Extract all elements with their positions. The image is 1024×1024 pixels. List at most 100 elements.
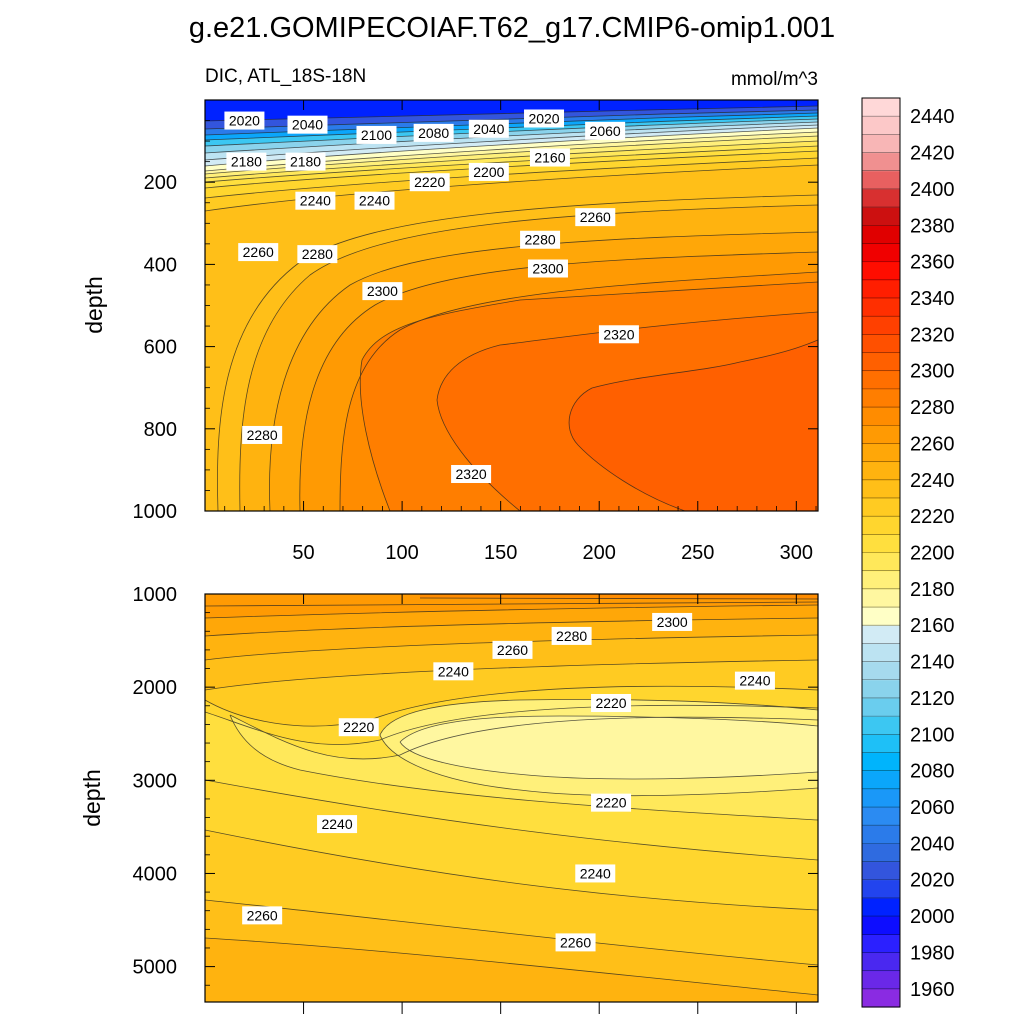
top-contour-label-text: 2300: [367, 283, 398, 299]
colorbar-swatch: [862, 697, 900, 717]
colorbar-swatch: [862, 243, 900, 263]
top-contour-label-box: [356, 125, 397, 144]
top-contour-label: 2020: [224, 111, 265, 130]
colorbar-swatch: [862, 607, 900, 626]
top-contour-label-text: 2280: [247, 427, 278, 443]
colorbar-swatch: [862, 988, 900, 1008]
top-contour-label-box: [287, 115, 328, 134]
top-y-tick-label: 800: [144, 419, 177, 441]
bottom-contour-label: 2260: [555, 933, 596, 952]
top-contour-label: 2280: [520, 230, 561, 249]
bottom-contour-label: 2240: [575, 864, 616, 883]
bottom-contour-label-box: [591, 793, 632, 812]
top-contour-label-text: 2040: [473, 121, 504, 137]
colorbar-swatch: [862, 370, 900, 390]
colorbar-swatch: [862, 825, 900, 844]
bottom-contour-label-text: 2300: [657, 614, 688, 630]
bottom-contour-label-text: 2240: [739, 673, 770, 689]
top-band-2330: [569, 340, 818, 511]
colorbar-tick-label: 2180: [910, 579, 955, 601]
top-contour-label: 2240: [354, 191, 395, 210]
top-contour-label-box: [529, 148, 570, 167]
colorbar-swatch: [862, 443, 900, 463]
colorbar-swatch: [862, 952, 900, 972]
top-contour-label-text: 2040: [292, 117, 323, 133]
top-contour-label-text: 2300: [532, 261, 563, 277]
colorbar-swatch: [862, 207, 900, 226]
top-contour-label-text: 2020: [229, 113, 260, 129]
colorbar-swatch: [862, 770, 900, 790]
variable-label: DIC, ATL_18S-18N: [205, 66, 366, 87]
top-contour-label-text: 2260: [243, 244, 274, 260]
colorbar-tick-label: 1960: [910, 979, 955, 1001]
top-contour-label-text: 2160: [534, 150, 565, 166]
colorbar-swatch: [862, 425, 900, 445]
top-contour-label-box: [238, 243, 279, 262]
colorbar-swatch: [862, 516, 900, 535]
bottom-contour-lines: [205, 597, 818, 996]
colorbar-tick-label: 2220: [910, 506, 955, 528]
bottom-contour-label: 2220: [338, 718, 379, 737]
top-contour-label-text: 2320: [456, 466, 487, 482]
top-contour-label-box: [468, 162, 509, 181]
colorbar-swatch: [862, 916, 900, 935]
colorbar-tick-label: 2320: [910, 324, 955, 346]
bottom-y-tick-label: 3000: [133, 770, 178, 792]
top-contour-label-box: [585, 121, 626, 140]
colorbar-tick-label: 2020: [910, 870, 955, 892]
top-axis-ticks: 50 100 150 200 250 300 200 400 600 800 1000: [133, 100, 818, 564]
bottom-contour-label-box: [492, 640, 533, 659]
top-contour-label: 2220: [409, 173, 450, 192]
top-x-tick-label: 250: [681, 542, 714, 564]
bot-band-2300: [420, 594, 818, 599]
top-contour-label-text: 2320: [603, 326, 634, 342]
colorbar-tick-label: 2420: [910, 143, 955, 165]
bottom-contour-label: 2300: [652, 612, 693, 631]
colorbar-swatch: [862, 134, 900, 154]
colorbar-swatch: [862, 843, 900, 863]
colorbar-tick-label: 2200: [910, 543, 955, 565]
top-contour-label-box: [362, 282, 403, 301]
top-contour-label-box: [575, 208, 616, 227]
colorbar-swatch: [862, 879, 900, 899]
top-contour-label-box: [527, 259, 568, 278]
colorbar-swatch: [862, 188, 900, 208]
colorbar-swatch: [862, 570, 900, 590]
bottom-contour-label-text: 2220: [595, 695, 626, 711]
colorbar-swatch: [862, 170, 900, 190]
top-contour-label-text: 2280: [525, 232, 556, 248]
top-contour-label: 2320: [598, 325, 639, 344]
bottom-contour-label-text: 2280: [556, 628, 587, 644]
bottom-y-tick-label: 5000: [133, 957, 178, 979]
colorbar-swatch: [862, 934, 900, 954]
colorbar-tick-label: 2060: [910, 797, 955, 819]
colorbar-tick-label: 2380: [910, 215, 955, 237]
colorbar-swatch: [862, 970, 900, 990]
top-contour-label-box: [598, 325, 639, 344]
top-contour-label-box: [354, 191, 395, 210]
bottom-contour-labels: 2300 2280 2260 2240 2240 2220 2220 2220 2240 2240…: [242, 612, 775, 952]
top-contour-label-text: 2180: [231, 154, 262, 170]
colorbar-tick-label: 2400: [910, 179, 955, 201]
top-contour-label: 2180: [285, 152, 326, 171]
colorbar-swatch: [862, 716, 900, 735]
units-label: mmol/m^3: [731, 69, 818, 90]
bottom-contour-label-text: 2260: [247, 907, 278, 923]
top-contour-label-box: [224, 111, 265, 130]
top-x-tick-label: 300: [780, 542, 813, 564]
bottom-contour-label: 2240: [317, 815, 358, 834]
bottom-plot-frame: [204, 593, 819, 1003]
bottom-y-tick-label: 2000: [133, 677, 178, 699]
top-x-tick-label: 200: [583, 542, 616, 564]
colorbar-tick-label: 2120: [910, 688, 955, 710]
chart-title: g.e21.GOMIPECOIAF.T62_g17.CMIP6-omip1.00…: [189, 12, 835, 44]
colorbar-tick-label: 2360: [910, 252, 955, 274]
colorbar-swatch: [862, 661, 900, 681]
top-contour-labels: 2020 2040 2100 2080 2040 2020 2060 2180 2180 2160…: [224, 109, 639, 484]
top-contour-label: 2280: [297, 245, 338, 264]
top-contour-label-text: 2020: [528, 110, 559, 126]
top-contour-label-text: 2180: [290, 154, 321, 170]
bottom-contour-label: 2280: [551, 626, 592, 645]
colorbar-swatch: [862, 752, 900, 772]
bot-band-2290: [205, 594, 818, 618]
